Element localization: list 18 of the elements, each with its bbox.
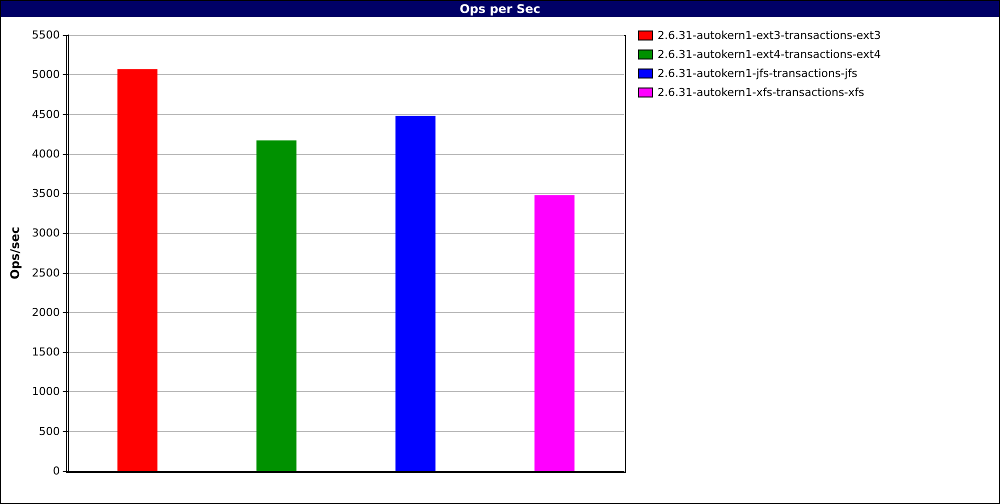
y-tick-label: 3500 <box>32 187 60 200</box>
y-axis-title: Ops/sec <box>8 226 22 280</box>
legend-label: 2.6.31-autokern1-ext4-transactions-ext4 <box>658 48 881 61</box>
y-tick-label: 2000 <box>32 306 60 319</box>
y-tick-label: 4000 <box>32 147 60 160</box>
y-tick-label: 1500 <box>32 346 60 359</box>
chart-title: Ops per Sec <box>1 1 999 17</box>
y-tick-label: 3000 <box>32 226 60 240</box>
legend-label: 2.6.31-autokern1-xfs-transactions-xfs <box>658 86 865 99</box>
y-tick-label: 0 <box>52 464 60 478</box>
legend-label: 2.6.31-autokern1-jfs-transactions-jfs <box>658 67 858 80</box>
y-tick-label: 4500 <box>32 108 60 121</box>
y-tick-label: 5500 <box>32 28 60 42</box>
y-tick-label: 500 <box>38 424 60 438</box>
legend-label: 2.6.31-autokern1-ext3-transactions-ext3 <box>658 29 881 42</box>
y-tick-label: 2500 <box>32 266 60 280</box>
y-tick-label: 5000 <box>32 68 60 82</box>
y-tick-label: 1000 <box>32 385 60 398</box>
